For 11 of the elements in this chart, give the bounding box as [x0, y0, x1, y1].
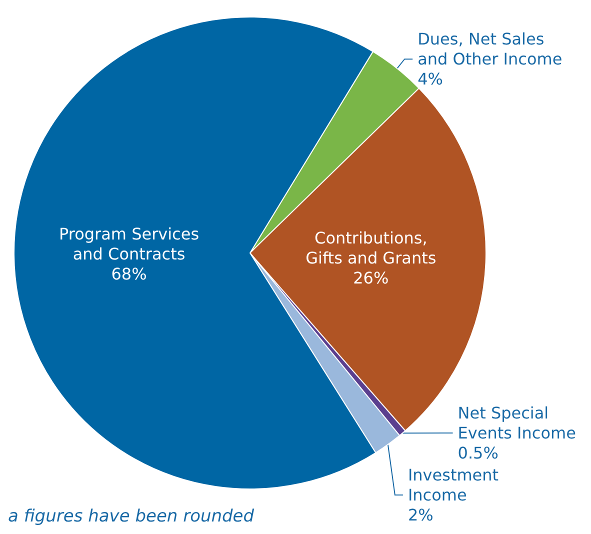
data-label: 2% — [408, 506, 434, 524]
slice-label: Contributions, Gifts and Grants — [306, 228, 436, 268]
data-label: 4% — [418, 70, 443, 89]
slice-label: Program Services and Contracts — [58, 224, 200, 264]
slice-label: Dues, Net Sales and Other Income — [418, 30, 562, 69]
data-label: 68% — [111, 264, 147, 284]
slice-label: Net Special Events Income — [458, 404, 576, 442]
data-label: 26% — [353, 268, 389, 288]
slice-label: Investment Income — [408, 466, 499, 504]
data-label: 0.5% — [458, 444, 498, 462]
text: a figures have been rounded — [8, 506, 254, 526]
